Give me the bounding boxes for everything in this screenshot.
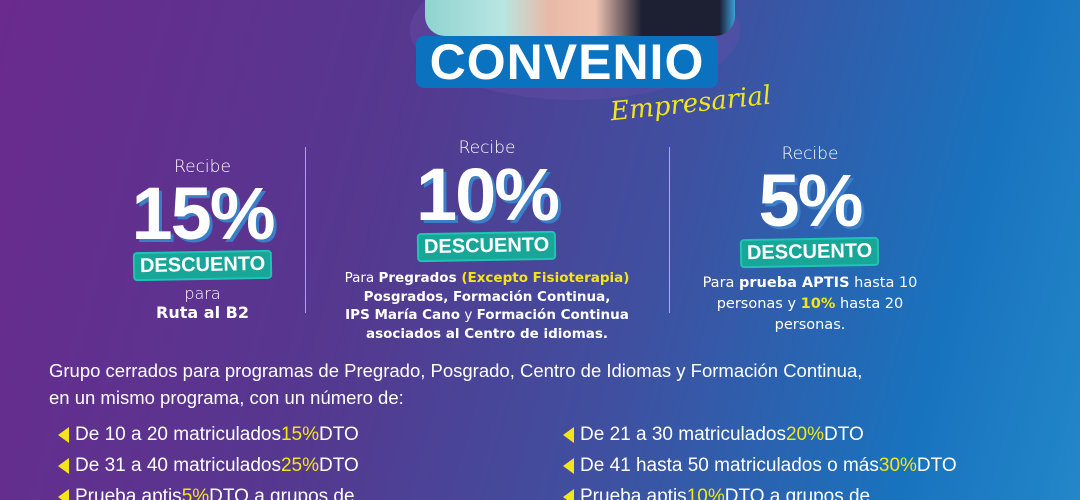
bullet-item: Prueba aptis 10% DTO a grupos de — [563, 486, 870, 500]
offer-lead: Recibe — [781, 144, 839, 164]
triangle-bullet-icon — [563, 427, 574, 443]
highlight: 5% — [181, 486, 210, 500]
offer-percent: 5% — [758, 159, 864, 242]
text: DTO — [318, 455, 359, 476]
offer-text: Ruta al B2 — [156, 303, 249, 322]
students-photo — [425, 0, 735, 36]
offer-percent: 15% — [131, 172, 275, 255]
text: Posgrados, Formación Continua, — [363, 288, 611, 305]
offer-percent: 10% — [415, 153, 560, 236]
divider — [305, 147, 306, 313]
highlight: 10% — [686, 486, 725, 500]
highlight: (Excepto Fisioterapia) — [461, 270, 630, 286]
highlight: 20% — [785, 424, 824, 445]
highlight: 15% — [280, 424, 319, 445]
text: Pregrados — [378, 270, 462, 286]
triangle-bullet-icon — [58, 489, 69, 500]
discount-badge: DESCUENTO — [132, 249, 273, 282]
text: DTO a grupos de — [724, 486, 871, 500]
bullet-item: De 21 a 30 matriculados 20% DTO — [563, 424, 864, 446]
highlight: 30% — [878, 455, 917, 476]
offer-lead: Recibe — [458, 138, 516, 158]
highlight: 10% — [800, 296, 836, 312]
offer-description: Para prueba APTIS hasta 10 personas y 10… — [680, 273, 940, 336]
text: De 31 a 40 matriculados — [75, 455, 281, 476]
text: Prueba aptis — [580, 486, 687, 500]
offer-10: Recibe 10% DESCUENTO Para Pregrados (Exc… — [312, 138, 662, 343]
bullet-item: Prueba aptis 5% DTO a grupos de — [58, 486, 355, 500]
text: Prueba aptis — [75, 486, 182, 500]
offer-15: Recibe 15% DESCUENTO para Ruta al B2 — [110, 157, 295, 322]
offer-lead: Recibe — [174, 157, 231, 177]
text: DTO — [318, 424, 359, 445]
text: DTO — [916, 455, 957, 476]
title-convenio: CONVENIO — [416, 36, 718, 88]
text: De 10 a 20 matriculados — [75, 424, 281, 445]
offer-text: para — [184, 284, 221, 303]
triangle-bullet-icon — [563, 489, 574, 500]
bullet-item: De 41 hasta 50 matriculados o más 30% DT… — [563, 455, 957, 477]
group-paragraph: Grupo cerrados para programas de Pregrad… — [49, 357, 1069, 411]
text: De 41 hasta 50 matriculados o más — [580, 455, 879, 476]
text: Para — [702, 275, 740, 291]
text: Formación Continua — [476, 307, 629, 323]
text: en un mismo programa, con un número de: — [49, 387, 404, 408]
text: Para — [344, 270, 379, 286]
offer-description: Para Pregrados (Excepto Fisioterapia) Po… — [312, 269, 662, 343]
divider — [669, 147, 670, 313]
bullet-item: De 10 a 20 matriculados 15% DTO — [58, 424, 359, 446]
text: personas. — [774, 317, 846, 333]
text: Grupo cerrados para programas de Pregrad… — [49, 360, 863, 381]
triangle-bullet-icon — [563, 458, 574, 474]
text: hasta 20 — [835, 296, 904, 312]
text: y — [460, 307, 477, 323]
text: DTO a grupos de — [209, 486, 355, 500]
text: prueba APTIS — [739, 275, 850, 291]
text: IPS María Cano — [345, 307, 461, 323]
highlight: 25% — [280, 455, 319, 476]
discount-badge: DESCUENTO — [740, 236, 880, 269]
text: asociados al Centro de idiomas. — [365, 325, 609, 342]
triangle-bullet-icon — [58, 458, 69, 474]
text: personas y — [716, 296, 801, 312]
bullet-item: De 31 a 40 matriculados 25% DTO — [58, 455, 359, 477]
text: hasta 10 — [849, 275, 918, 291]
triangle-bullet-icon — [58, 427, 69, 443]
offer-5: Recibe 5% DESCUENTO Para prueba APTIS ha… — [680, 144, 940, 336]
discount-badge: DESCUENTO — [417, 230, 557, 263]
text: De 21 a 30 matriculados — [580, 424, 786, 445]
text: DTO — [823, 424, 864, 445]
